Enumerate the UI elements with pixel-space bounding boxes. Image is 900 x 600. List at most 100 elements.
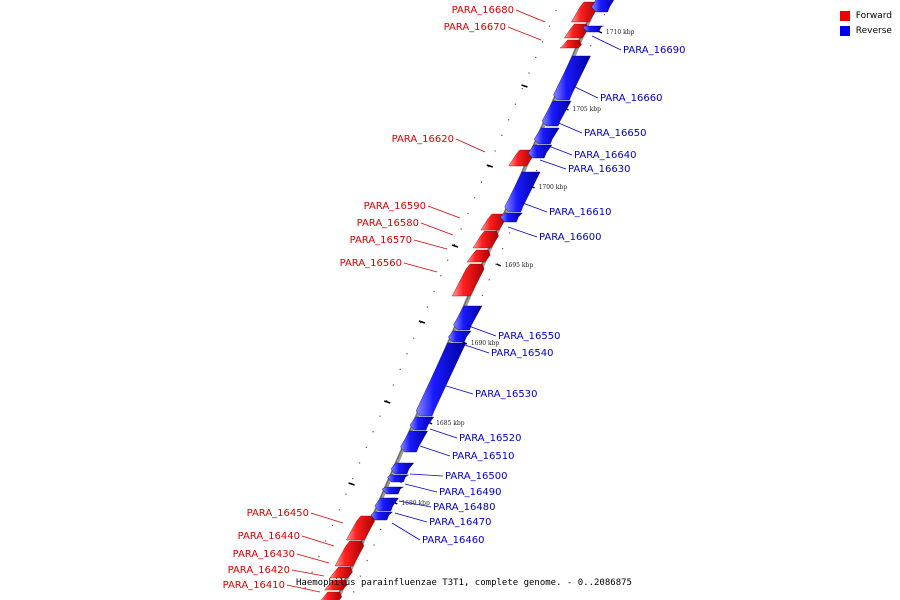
major-tick-left — [418, 320, 426, 324]
reverse-gene-label: PARA_16640 — [574, 150, 636, 161]
reverse-gene-feature — [582, 25, 604, 33]
reverse-label-leader — [572, 85, 599, 99]
major-tick-left — [383, 400, 391, 404]
reverse-gene-feature — [500, 212, 523, 223]
minor-tick — [447, 259, 449, 261]
minor-tick — [440, 275, 442, 277]
forward-label-leader — [286, 584, 321, 593]
forward-gene-label: PARA_16680 — [452, 5, 514, 16]
forward-label-leader — [420, 222, 454, 236]
reverse-gene-label: PARA_16480 — [433, 502, 495, 513]
forward-gene-feature — [466, 249, 491, 263]
reverse-gene-feature — [448, 330, 472, 343]
reverse-gene-feature — [534, 127, 560, 145]
reverse-gene-label: PARA_16520 — [459, 433, 521, 444]
legend-forward: Forward — [839, 8, 892, 23]
forward-gene-label: PARA_16620 — [392, 134, 454, 145]
minor-tick — [406, 353, 408, 355]
forward-gene-label: PARA_16580 — [357, 218, 419, 229]
forward-gene-label: PARA_16450 — [247, 508, 309, 519]
reverse-label-leader — [409, 473, 444, 477]
forward-gene-label: PARA_16420 — [228, 565, 290, 576]
legend-reverse: Reverse — [839, 23, 892, 38]
legend-reverse-label: Reverse — [855, 25, 892, 36]
forward-gene-feature — [559, 39, 582, 49]
minor-tick — [359, 575, 361, 577]
forward-gene-feature — [329, 566, 353, 579]
reverse-gene-label: PARA_16690 — [623, 45, 685, 56]
minor-tick — [399, 368, 401, 370]
minor-tick — [413, 337, 415, 339]
forward-label-leader — [296, 553, 330, 564]
reverse-label-leader — [519, 201, 548, 213]
kbp-label: 1680 kbp — [401, 500, 430, 507]
major-tick-left — [486, 164, 493, 168]
minor-tick — [541, 41, 544, 43]
minor-tick — [358, 462, 361, 464]
forward-gene-label: PARA_16440 — [238, 531, 300, 542]
reverse-gene-label: PARA_16490 — [439, 487, 501, 498]
forward-gene-feature — [324, 579, 348, 591]
minor-tick — [392, 384, 395, 386]
minor-tick — [535, 56, 537, 58]
forward-gene-label: PARA_16590 — [364, 201, 426, 212]
minor-tick — [372, 431, 374, 433]
reverse-gene-feature — [453, 305, 483, 331]
minor-tick — [318, 556, 320, 558]
minor-tick — [488, 279, 490, 281]
minor-tick — [480, 181, 483, 183]
minor-tick — [508, 119, 510, 121]
reverse-gene-feature — [591, 0, 615, 13]
reverse-gene-label: PARA_16630 — [568, 164, 630, 175]
reverse-label-leader — [429, 428, 458, 439]
kbp-label: 1700 kbp — [539, 184, 568, 191]
reverse-label-leader — [553, 120, 583, 134]
forward-gene-label: PARA_16410 — [223, 580, 285, 591]
forward-label-leader — [291, 569, 325, 577]
minor-tick — [373, 544, 375, 546]
major-tick-left — [521, 84, 528, 88]
reverse-label-leader — [539, 159, 567, 170]
minor-tick — [460, 228, 462, 230]
minor-tick — [338, 509, 340, 511]
minor-tick — [433, 290, 435, 292]
reverse-gene-label: PARA_16540 — [491, 348, 553, 359]
forward-swatch — [839, 10, 850, 21]
reverse-label-leader — [507, 226, 538, 238]
minor-tick — [345, 493, 347, 495]
reverse-gene-feature — [415, 342, 467, 417]
reverse-swatch — [839, 25, 850, 36]
minor-tick — [514, 103, 517, 105]
reverse-label-leader — [419, 445, 451, 457]
forward-gene-feature — [472, 230, 499, 249]
minor-tick — [590, 45, 592, 47]
forward-gene-label: PARA_16560 — [340, 258, 402, 269]
reverse-label-leader — [465, 324, 497, 337]
kbp-label: 1710 kbp — [606, 29, 635, 36]
reverse-gene-feature — [541, 100, 572, 127]
minor-tick — [426, 306, 428, 308]
minor-tick — [353, 591, 355, 593]
minor-tick — [495, 263, 497, 265]
major-tick-right — [496, 263, 502, 267]
major-tick-left — [348, 482, 355, 486]
reverse-label-leader — [458, 342, 490, 354]
forward-label-leader — [515, 9, 546, 23]
forward-label-leader — [507, 26, 542, 41]
forward-label-leader — [301, 535, 335, 547]
minor-tick — [366, 560, 368, 562]
kbp-label: 1690 kbp — [471, 340, 500, 347]
minor-tick — [501, 134, 503, 136]
minor-tick — [331, 524, 334, 526]
legend-forward-label: Forward — [855, 10, 892, 21]
kbp-label: 1705 kbp — [572, 106, 601, 113]
reverse-gene-feature — [527, 144, 553, 159]
reverse-gene-feature — [381, 486, 404, 495]
reverse-gene-label: PARA_16650 — [584, 128, 646, 139]
minor-tick — [467, 212, 469, 214]
reverse-gene-label: PARA_16500 — [445, 471, 507, 482]
label-leaders — [286, 9, 622, 593]
reverse-label-leader — [394, 512, 428, 523]
forward-label-leader — [413, 239, 448, 250]
kbp-label: 1695 kbp — [505, 262, 534, 269]
